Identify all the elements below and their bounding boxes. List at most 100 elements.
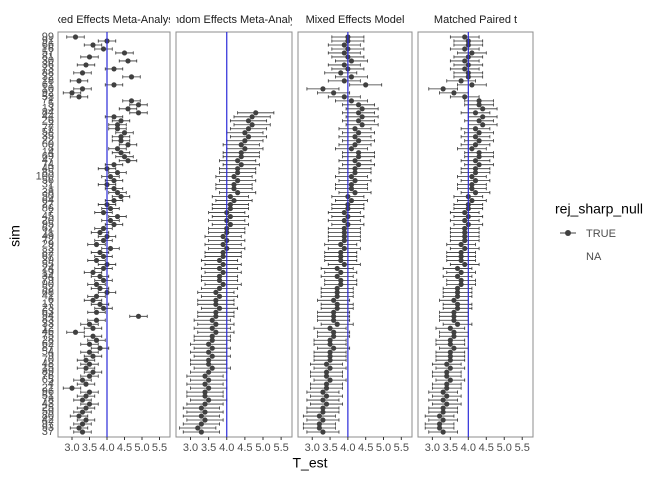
x-tick-label: 3.5 — [82, 442, 97, 454]
point — [440, 417, 446, 423]
y-tick-label: 38 — [42, 187, 54, 199]
point — [100, 46, 107, 52]
point — [242, 130, 248, 136]
y-tick-label: 33 — [42, 318, 54, 330]
point — [79, 429, 86, 435]
point — [253, 110, 259, 116]
point — [107, 217, 114, 224]
panel-title: Fixed Effects Meta-Analysis — [46, 14, 182, 26]
x-axis-title: T_est — [292, 455, 327, 471]
y-tick-label: 17 — [42, 298, 54, 310]
point — [327, 325, 333, 331]
point — [444, 385, 450, 391]
point — [202, 393, 208, 399]
x-tick-label: 4.0 — [461, 442, 476, 454]
y-tick-label: 53 — [42, 91, 54, 103]
point — [352, 142, 358, 148]
point — [79, 377, 86, 383]
y-tick-label: 9 — [48, 350, 54, 362]
point — [334, 293, 340, 299]
y-tick-label: 81 — [42, 51, 54, 63]
point — [93, 337, 100, 343]
y-tick-label: 61 — [42, 79, 54, 91]
point — [352, 166, 358, 172]
point — [227, 205, 233, 212]
point — [352, 158, 358, 164]
point — [83, 405, 89, 411]
point — [83, 357, 89, 363]
y-tick-label: 44 — [42, 111, 54, 123]
y-tick-label: 27 — [42, 198, 54, 210]
y-tick-label: 3 — [48, 242, 54, 254]
point — [128, 98, 135, 104]
y-tick-label: 39 — [42, 254, 54, 266]
point — [469, 182, 475, 188]
point — [118, 150, 124, 156]
y-tick-label: 2 — [48, 119, 54, 131]
point — [97, 273, 103, 279]
point — [334, 285, 340, 291]
point — [355, 110, 362, 116]
point — [436, 413, 443, 419]
y-tick-label: 90 — [42, 278, 54, 290]
point — [209, 333, 215, 339]
point — [202, 381, 208, 387]
y-tick-label: 69 — [42, 151, 54, 163]
y-tick-label: 30 — [42, 55, 54, 67]
point — [97, 249, 103, 256]
point — [320, 429, 326, 435]
point — [363, 82, 369, 88]
point — [111, 186, 117, 192]
y-tick-label: 22 — [42, 135, 54, 147]
y-tick-label: 7 — [48, 206, 54, 218]
y-tick-label: 48 — [42, 358, 54, 370]
point — [462, 217, 468, 224]
point — [213, 321, 219, 327]
y-tick-label: 79 — [42, 274, 54, 286]
point — [93, 257, 100, 264]
point — [86, 401, 93, 407]
point — [458, 277, 464, 283]
point — [209, 337, 215, 343]
point — [458, 249, 464, 256]
point — [472, 142, 479, 148]
y-tick-label: 65 — [42, 374, 54, 386]
point — [327, 341, 333, 347]
point — [231, 186, 237, 192]
point — [462, 225, 468, 232]
y-tick-label: 88 — [42, 67, 54, 79]
point — [327, 353, 333, 359]
y-tick-label: 100 — [36, 171, 54, 183]
point — [348, 186, 355, 192]
y-tick-label: 19 — [42, 266, 54, 278]
point — [206, 397, 212, 403]
point — [444, 361, 450, 367]
point — [209, 353, 215, 359]
point — [454, 289, 461, 295]
point — [472, 134, 479, 140]
point — [352, 134, 358, 140]
y-tick-label: 47 — [42, 155, 54, 167]
point — [118, 193, 124, 200]
y-tick-label: 5 — [48, 99, 54, 111]
y-tick-label: 64 — [42, 194, 54, 206]
point — [341, 217, 347, 224]
point — [323, 361, 330, 367]
point — [352, 126, 358, 132]
y-tick-label: 68 — [42, 286, 54, 298]
point — [90, 333, 96, 339]
point — [451, 345, 457, 351]
point — [79, 86, 86, 92]
point — [341, 209, 347, 216]
y-tick-label: 66 — [42, 39, 54, 51]
y-tick-label: 6 — [48, 294, 54, 306]
y-tick-label: 77 — [42, 123, 54, 135]
point — [100, 277, 107, 283]
point — [72, 34, 79, 40]
point — [323, 373, 330, 379]
y-axis-title: sim — [7, 225, 23, 247]
point — [472, 190, 479, 196]
point — [454, 301, 461, 307]
point — [93, 309, 100, 315]
point — [469, 50, 475, 56]
